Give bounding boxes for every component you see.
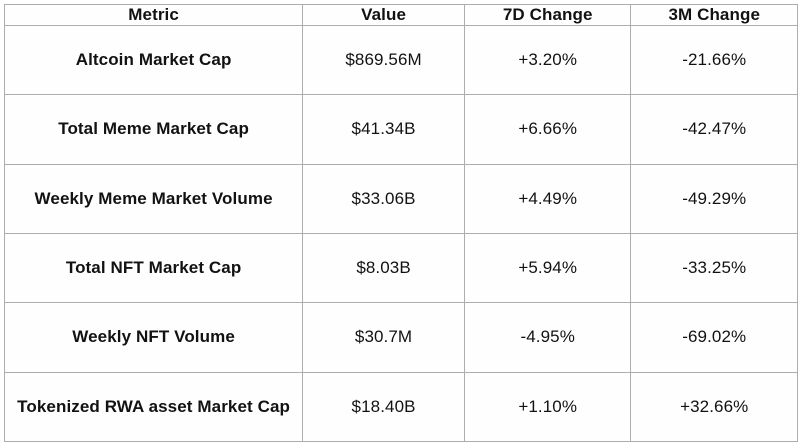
metric-7d-change: +6.66%	[463, 94, 632, 165]
metric-value: $8.03B	[302, 232, 465, 304]
crypto-metrics-table: Metric Value 7D Change 3M Change Altcoin…	[3, 4, 798, 443]
metric-value: $30.7M	[302, 302, 465, 373]
table-row: Total Meme Market Cap $41.34B +6.66% -42…	[3, 94, 798, 165]
table-row: Weekly Meme Market Volume $33.06B +4.49%…	[3, 163, 798, 234]
column-header-3m-change: 3M Change	[630, 4, 798, 26]
metric-3m-change: -33.25%	[630, 232, 798, 304]
metric-3m-change: -42.47%	[630, 94, 798, 165]
metric-name: Tokenized RWA asset Market Cap	[3, 371, 304, 443]
metric-7d-change: +4.49%	[463, 163, 632, 234]
metric-value: $41.34B	[302, 94, 465, 165]
metric-value: $18.40B	[302, 371, 465, 443]
metric-name: Altcoin Market Cap	[3, 24, 304, 96]
metric-7d-change: +3.20%	[463, 24, 632, 96]
table-row: Weekly NFT Volume $30.7M -4.95% -69.02%	[3, 302, 798, 373]
column-header-7d-change: 7D Change	[463, 4, 632, 26]
metric-7d-change: +1.10%	[463, 371, 632, 443]
metric-3m-change: -49.29%	[630, 163, 798, 234]
metric-value: $33.06B	[302, 163, 465, 234]
table-row: Tokenized RWA asset Market Cap $18.40B +…	[3, 371, 798, 443]
metric-name: Total Meme Market Cap	[3, 94, 304, 165]
column-header-value: Value	[302, 4, 465, 26]
column-header-metric: Metric	[3, 4, 304, 26]
metric-name: Weekly Meme Market Volume	[3, 163, 304, 234]
metric-3m-change: +32.66%	[630, 371, 798, 443]
metric-3m-change: -69.02%	[630, 302, 798, 373]
metric-3m-change: -21.66%	[630, 24, 798, 96]
metric-name: Total NFT Market Cap	[3, 232, 304, 304]
table-header-row: Metric Value 7D Change 3M Change	[3, 4, 798, 26]
table-row: Altcoin Market Cap $869.56M +3.20% -21.6…	[3, 24, 798, 96]
metric-7d-change: -4.95%	[463, 302, 632, 373]
table-row: Total NFT Market Cap $8.03B +5.94% -33.2…	[3, 232, 798, 304]
metric-value: $869.56M	[302, 24, 465, 96]
metric-7d-change: +5.94%	[463, 232, 632, 304]
metric-name: Weekly NFT Volume	[3, 302, 304, 373]
